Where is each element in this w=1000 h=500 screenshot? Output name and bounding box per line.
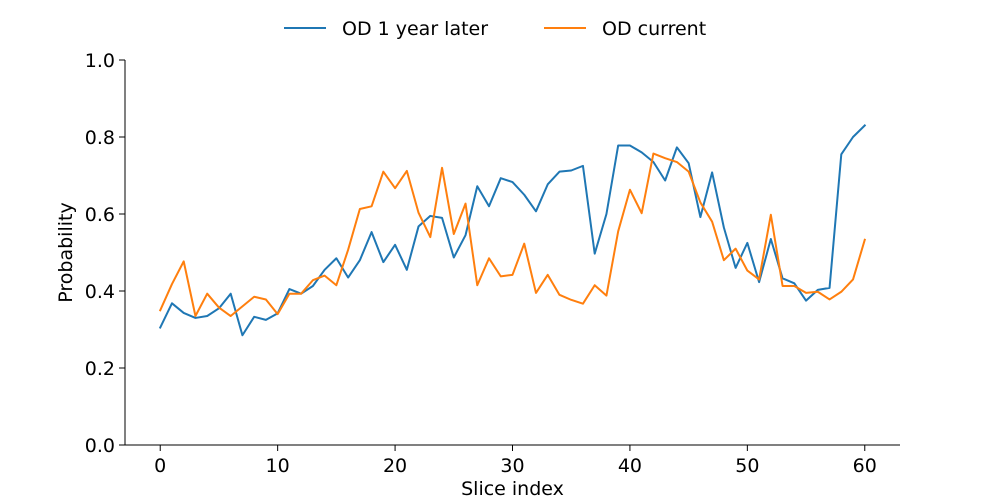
series-line-2: [158, 152, 867, 318]
x-axis-label: Slice index: [461, 478, 564, 500]
x-tick-label: 60: [853, 455, 877, 477]
series-layer: [158, 124, 867, 337]
y-tick-label: 0.6: [85, 204, 115, 226]
y-tick-label: 0.4: [85, 281, 115, 303]
y-tick-label: 1.0: [85, 50, 115, 72]
x-tick-label: 0: [154, 455, 166, 477]
y-axis-label: Probability: [55, 202, 77, 302]
x-tick-label: 10: [266, 455, 290, 477]
y-tick-label: 0.2: [85, 358, 115, 380]
x-tick-label: 40: [618, 455, 642, 477]
legend: OD 1 year later OD current: [284, 18, 706, 40]
x-tick-label: 20: [383, 455, 407, 477]
y-tick-label: 0.8: [85, 127, 115, 149]
x-ticks: 0 10 20 30 40 50 60: [154, 445, 877, 477]
legend-entry-label: OD current: [602, 18, 706, 40]
y-tick-label: 0.0: [85, 435, 115, 457]
y-ticks: 0.0 0.2 0.4 0.6 0.8 1.0: [85, 50, 125, 457]
x-tick-label: 30: [500, 455, 524, 477]
x-tick-label: 50: [735, 455, 759, 477]
legend-entry-label: OD 1 year later: [342, 18, 488, 40]
series-line-1: [158, 124, 867, 337]
